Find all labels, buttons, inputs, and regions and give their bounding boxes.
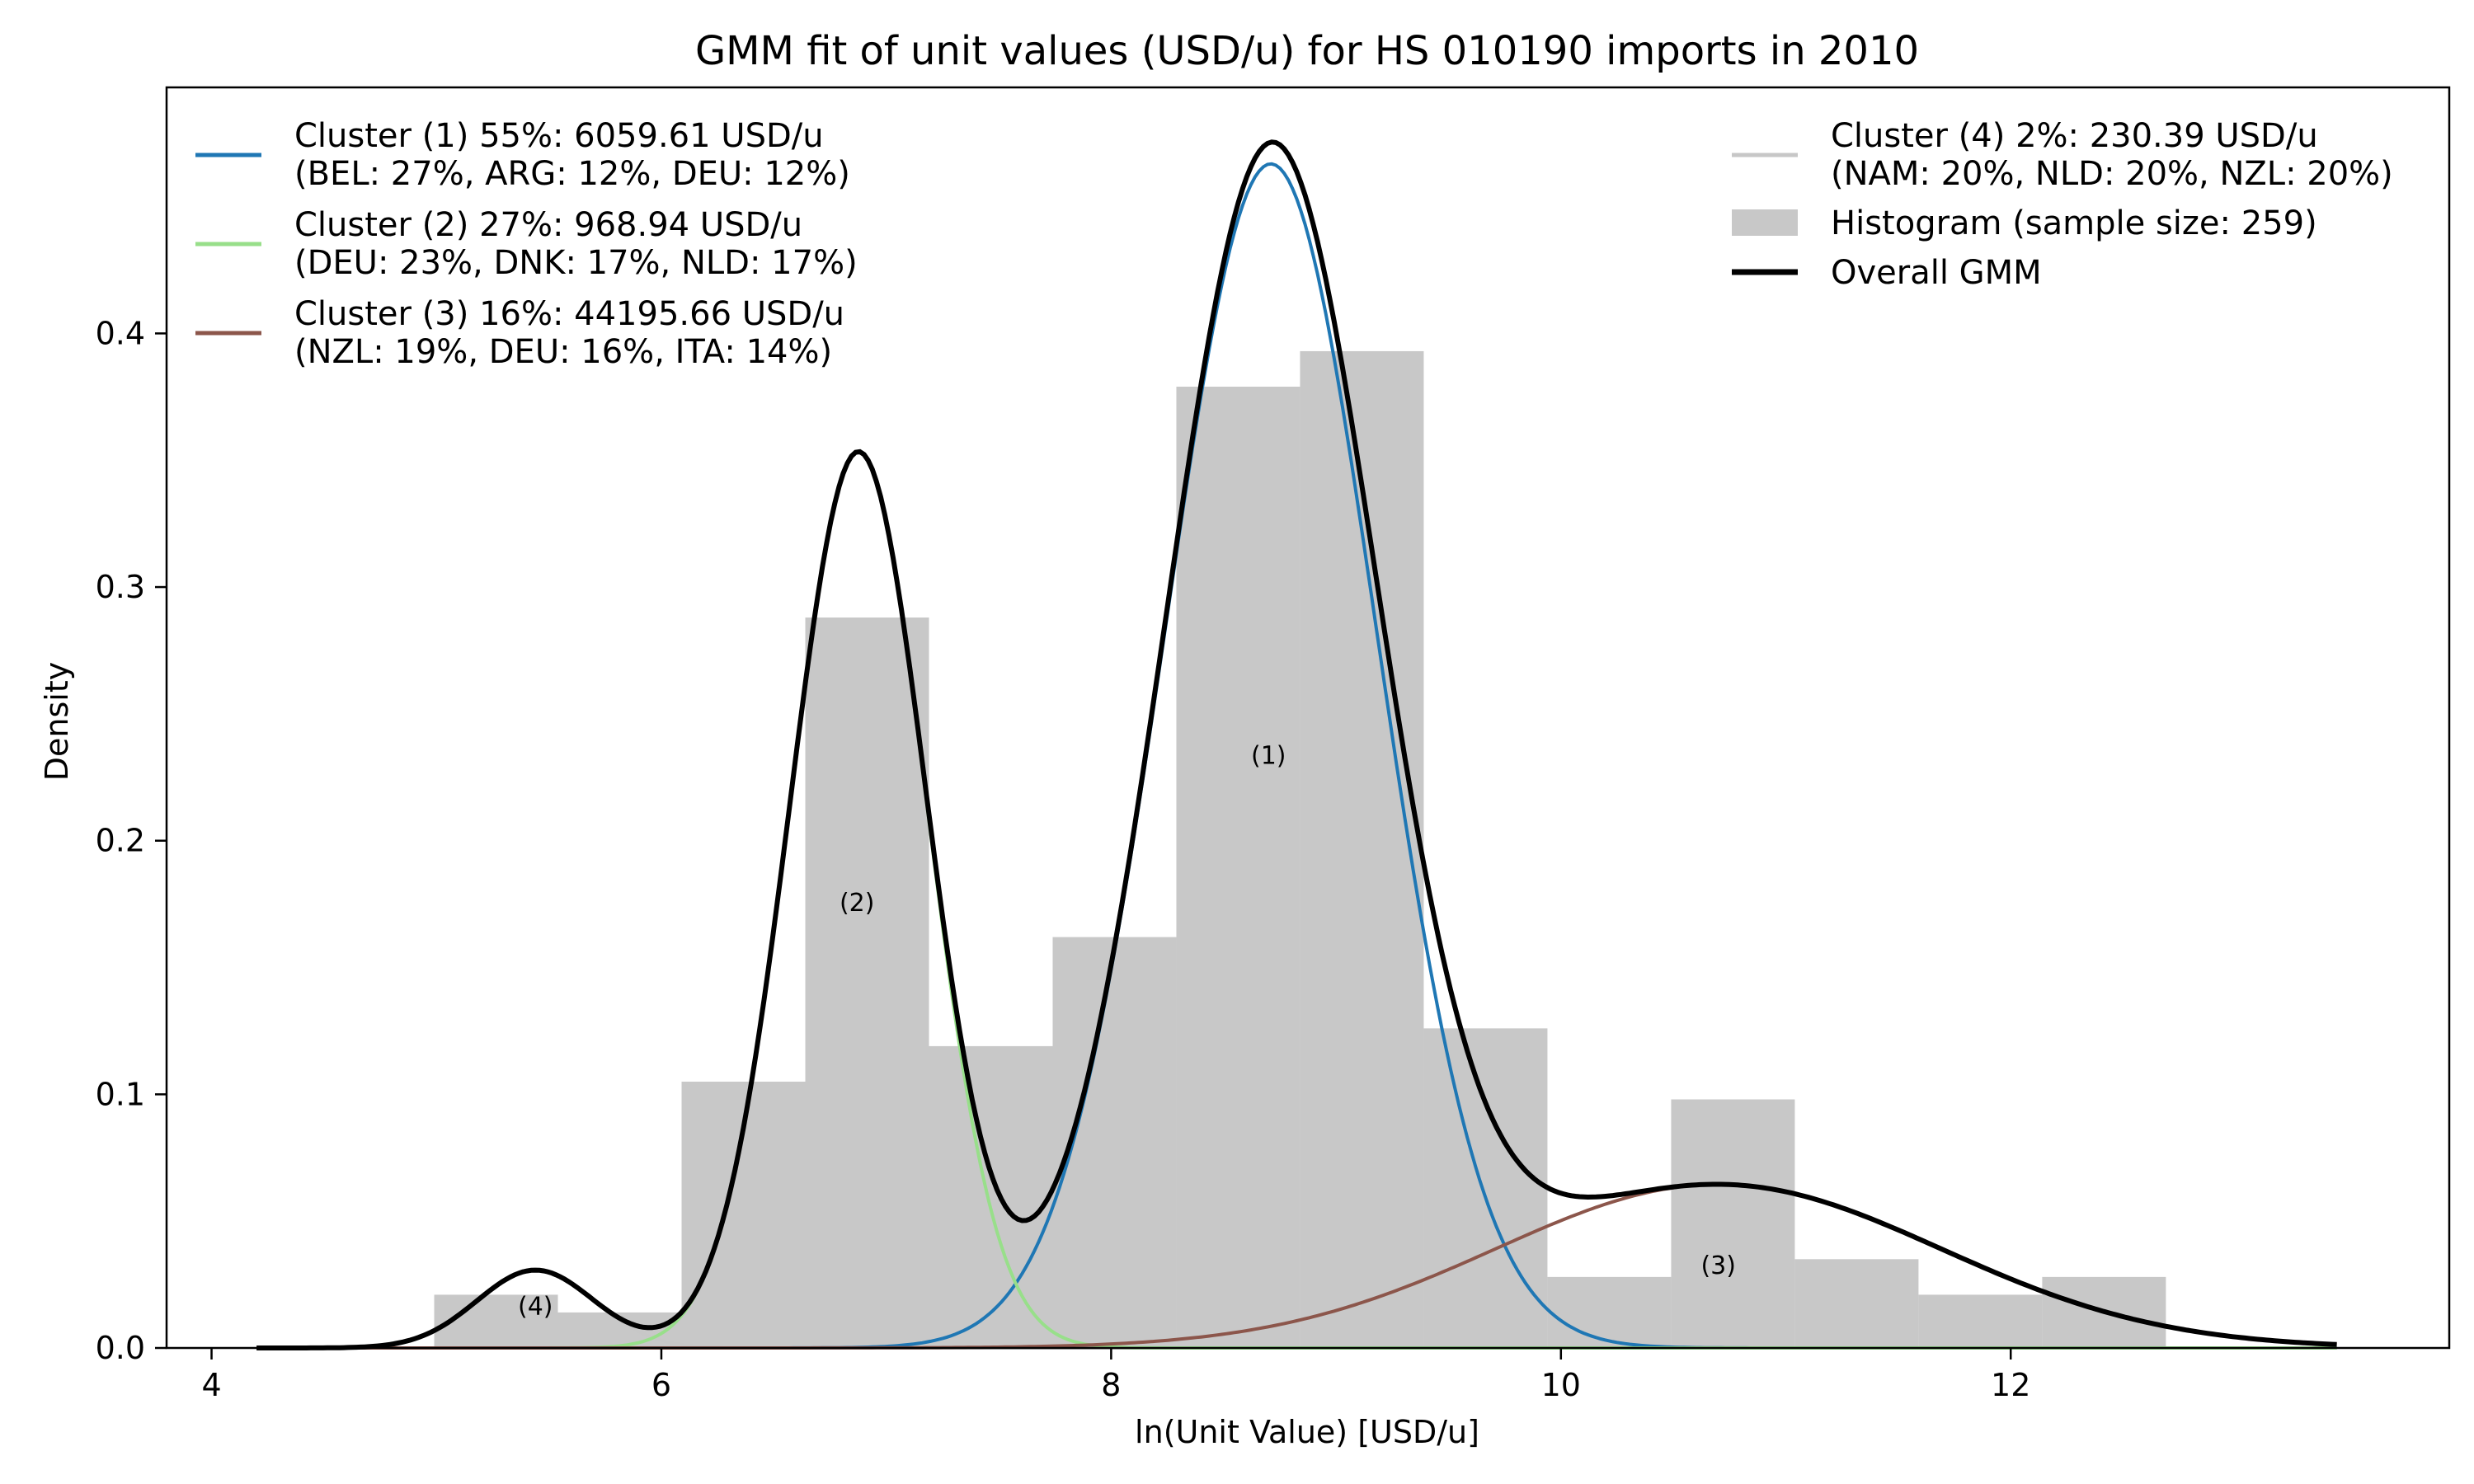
legend-label: Cluster (2) 27%: 968.94 USD/u: [294, 206, 802, 244]
histogram-bars: [434, 350, 2166, 1349]
legend-cluster-2: Cluster (2) 27%: 968.94 USD/u(DEU: 23%, …: [195, 206, 858, 282]
histogram-bar: [1176, 387, 1300, 1349]
legend-overall-gmm: Overall GMM: [1732, 254, 2042, 292]
y-axis: 0.0 0.1 0.2 0.3 0.4: [96, 315, 167, 1366]
y-tick-label: 0.1: [96, 1076, 145, 1112]
y-tick-label: 0.2: [96, 823, 145, 859]
x-axis: 4 6 8 10 12: [201, 1348, 2030, 1403]
legend-cluster-1: Cluster (1) 55%: 6059.61 USD/u(BEL: 27%,…: [195, 117, 850, 193]
legend-right: Cluster (4) 2%: 230.39 USD/u(NAM: 20%, N…: [1732, 117, 2393, 292]
histogram-bar: [1918, 1294, 2043, 1348]
x-tick-label: 4: [201, 1367, 221, 1403]
legend-swatch: [1732, 209, 1798, 236]
histogram-bar: [1794, 1259, 1919, 1348]
cluster-4-annotation: (4): [518, 1292, 553, 1321]
legend-histogram: Histogram (sample size: 259): [1732, 204, 2317, 242]
cluster-annotations: (1) (2) (3) (4): [518, 742, 1736, 1322]
legend-label: Cluster (3) 16%: 44195.66 USD/u: [294, 295, 844, 333]
histogram-bar: [1671, 1099, 1795, 1348]
plot-area: (1) (2) (3) (4): [165, 86, 2451, 1350]
cluster-2-annotation: (2): [840, 889, 875, 918]
chart-title: GMM fit of unit values (USD/u) for HS 01…: [695, 28, 1919, 74]
x-tick-label: 8: [1101, 1367, 1121, 1403]
legend-cluster-3: Cluster (3) 16%: 44195.66 USD/u(NZL: 19%…: [195, 295, 844, 371]
legend-left: Cluster (1) 55%: 6059.61 USD/u(BEL: 27%,…: [195, 117, 858, 371]
x-tick-label: 6: [651, 1367, 671, 1403]
legend-detail: (BEL: 27%, ARG: 12%, DEU: 12%): [294, 155, 850, 193]
legend-label: Cluster (1) 55%: 6059.61 USD/u: [294, 117, 824, 155]
histogram-bar: [805, 617, 929, 1348]
histogram-bar: [434, 1294, 558, 1348]
x-axis-label: ln(Unit Value) [USD/u]: [1135, 1414, 1479, 1450]
overall-gmm-curve: [256, 139, 2337, 1350]
legend-label: Overall GMM: [1831, 254, 2042, 292]
histogram-bar: [1547, 1276, 1672, 1348]
cluster-1-annotation: (1): [1251, 742, 1286, 771]
legend-label: Histogram (sample size: 259): [1831, 204, 2317, 242]
legend-detail: (NZL: 19%, DEU: 16%, ITA: 14%): [294, 333, 832, 371]
y-tick-label: 0.4: [96, 315, 145, 351]
legend-detail: (DEU: 23%, DNK: 17%, NLD: 17%): [294, 244, 858, 282]
plot-frame: [165, 86, 2451, 1350]
cluster-3-annotation: (3): [1700, 1252, 1736, 1280]
x-tick-label: 12: [1991, 1367, 2030, 1403]
y-tick-label: 0.3: [96, 569, 145, 605]
x-tick-label: 10: [1541, 1367, 1581, 1403]
legend-label: Cluster (4) 2%: 230.39 USD/u: [1831, 117, 2318, 155]
histogram-bar: [929, 1045, 1053, 1348]
legend-detail: (NAM: 20%, NLD: 20%, NZL: 20%): [1831, 155, 2393, 193]
histogram-bar: [1300, 350, 1424, 1349]
histogram-bar: [1423, 1028, 1548, 1348]
legend-cluster-4: Cluster (4) 2%: 230.39 USD/u(NAM: 20%, N…: [1732, 117, 2393, 193]
y-axis-label: Density: [39, 662, 75, 781]
y-tick-label: 0.0: [96, 1330, 145, 1366]
